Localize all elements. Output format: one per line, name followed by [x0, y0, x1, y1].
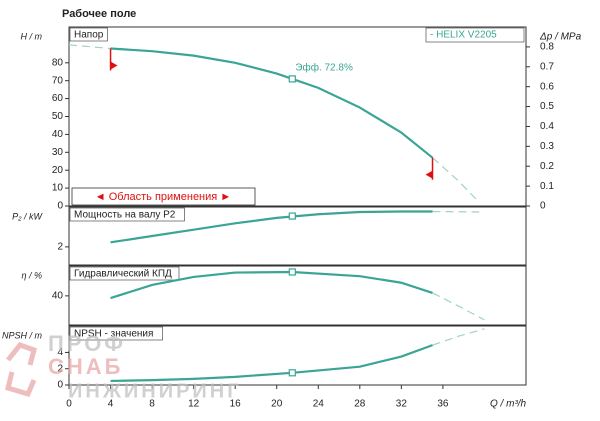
- extrapolated-curve: [432, 292, 485, 321]
- curve: [110, 47, 434, 159]
- range-arrow: [110, 61, 118, 70]
- y-tick-label: 40: [52, 291, 64, 302]
- extrapolated-curve: [432, 328, 485, 346]
- y-tick-label: 2: [57, 363, 63, 374]
- y-tick-label: 40: [52, 129, 64, 140]
- y-tick-label: 4: [57, 347, 63, 358]
- y2-tick-label: 0.5: [540, 101, 554, 112]
- range-label: ◄ Область применения ►: [95, 191, 231, 203]
- panel-label-box: [69, 27, 108, 42]
- panel-label-box: [69, 207, 185, 222]
- extrapolated-curve: [432, 157, 480, 203]
- x-tick-label: 20: [271, 399, 283, 410]
- legend-entry: - HELIX V2205: [430, 30, 497, 41]
- panel-frame: [68, 325, 527, 386]
- y2-tick-label: 0.7: [540, 61, 554, 72]
- y-tick-label: 80: [52, 57, 64, 68]
- y-tick-label: 70: [52, 75, 64, 86]
- annotation: Эфф. 72.8%: [295, 62, 353, 74]
- y-axis-label: P₂ / kW: [12, 211, 43, 221]
- y-axis-label: H / m: [21, 31, 43, 41]
- panel-frame: [68, 26, 527, 207]
- x-axis-label: Q / m³/h: [490, 399, 527, 410]
- curve: [110, 210, 433, 244]
- y-tick-label: 0: [57, 201, 63, 212]
- watermark: СНАБ: [48, 354, 123, 379]
- y2-tick-label: 0.2: [540, 161, 554, 172]
- panel-label: Мощность на валу P2: [74, 210, 176, 221]
- y2-axis-label: Δp / MPa: [539, 32, 582, 43]
- x-tick-label: 0: [66, 399, 72, 410]
- chart-title: Рабочее поле: [62, 8, 136, 20]
- operating-point: [288, 369, 296, 377]
- y-tick-label: 60: [52, 93, 64, 104]
- operating-point: [288, 268, 296, 276]
- x-tick-label: 24: [313, 399, 325, 410]
- y-tick-label: 2: [57, 242, 63, 253]
- y2-tick-label: 0.1: [540, 181, 554, 192]
- x-tick-label: 36: [437, 399, 449, 410]
- watermark: ПРОФ: [48, 331, 126, 356]
- y-tick-label: 30: [52, 147, 64, 158]
- range-box: [71, 187, 256, 206]
- operating-point: [288, 75, 296, 83]
- watermark-logo: [4, 342, 38, 398]
- curve: [110, 344, 433, 383]
- y-axis-label: η / %: [21, 270, 42, 280]
- watermark: ИНЖИНИРИНГ: [68, 380, 242, 402]
- y-tick-label: 0: [57, 380, 63, 391]
- x-tick-label: 8: [149, 399, 155, 410]
- operating-point: [288, 212, 296, 220]
- legend-box: [425, 27, 525, 43]
- y2-tick-label: 0: [540, 201, 546, 212]
- panel-frame: [68, 206, 527, 266]
- panel-label: NPSH - значения: [74, 329, 153, 340]
- x-tick-label: 16: [230, 399, 242, 410]
- y-tick-label: 50: [52, 111, 64, 122]
- x-tick-label: 28: [354, 399, 366, 410]
- panel-label: Гидравлический КПД: [74, 269, 172, 280]
- y-axis-label: NPSH / m: [2, 330, 43, 340]
- y-tick-label: 20: [52, 165, 64, 176]
- y2-tick-label: 0.3: [540, 141, 554, 152]
- y2-tick-label: 0.4: [540, 121, 554, 132]
- extrapolated-curve: [68, 44, 111, 50]
- panel-label-box: [69, 326, 163, 341]
- y2-tick-label: 0.8: [540, 42, 554, 53]
- x-tick-label: 32: [396, 399, 408, 410]
- panel-label-box: [69, 266, 180, 281]
- y2-tick-label: 0.6: [540, 81, 554, 92]
- x-tick-label: 4: [108, 399, 114, 410]
- curve: [110, 270, 433, 300]
- range-arrow: [425, 170, 433, 179]
- x-tick-label: 12: [188, 399, 200, 410]
- y-tick-label: 10: [52, 183, 64, 194]
- panel-label: Напор: [74, 30, 104, 41]
